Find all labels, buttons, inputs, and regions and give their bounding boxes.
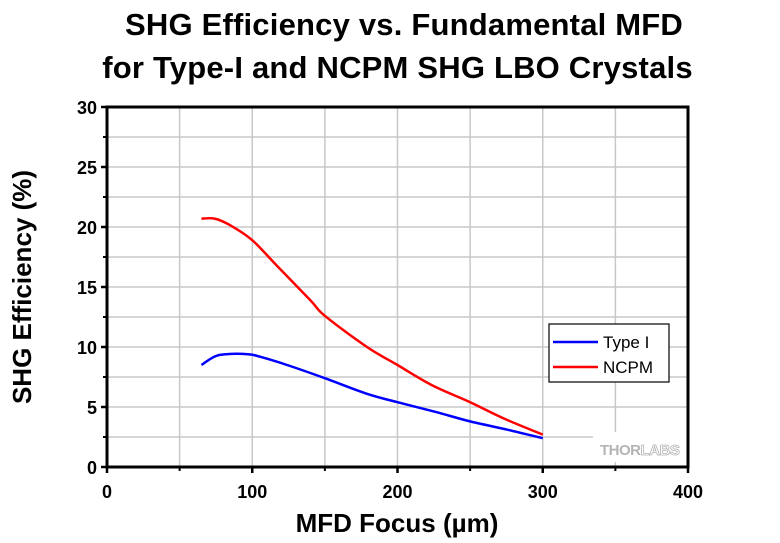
legend-label-ncpm: NCPM <box>603 358 653 377</box>
legend: Type I NCPM <box>548 323 670 383</box>
y-tick-label: 30 <box>77 98 97 118</box>
series-line-ncpm <box>201 216 544 436</box>
thorlabs-watermark: THORLABS <box>593 432 687 462</box>
watermark-background <box>593 432 687 462</box>
watermark-outline-text: LABS <box>641 442 680 459</box>
series-line-type-i <box>200 352 544 440</box>
tick-labels: 0 100 200 300 400 0 5 10 15 20 25 30 <box>77 98 703 502</box>
y-tick-label: 5 <box>87 398 97 418</box>
watermark-solid-text: THOR <box>600 442 641 459</box>
y-tick-label: 20 <box>77 218 97 238</box>
x-tick-label: 300 <box>528 482 558 502</box>
x-tick-label: 200 <box>382 482 412 502</box>
y-tick-label: 10 <box>77 338 97 358</box>
axis-ticks <box>101 105 690 473</box>
legend-label-type-i: Type I <box>603 333 649 352</box>
x-tick-label: 400 <box>673 482 703 502</box>
svg-text:THORLABS: THORLABS <box>600 442 680 459</box>
x-tick-label: 0 <box>102 482 112 502</box>
y-tick-label: 15 <box>77 278 97 298</box>
grid <box>107 107 688 467</box>
x-axis-title: MFD Focus (µm) <box>296 508 499 538</box>
y-tick-label: 0 <box>87 458 97 478</box>
legend-box <box>548 323 670 383</box>
y-tick-label: 25 <box>77 158 97 178</box>
series-group <box>200 216 544 440</box>
y-axis-title: SHG Efficiency (%) <box>7 170 37 404</box>
chart-title: SHG Efficiency vs. Fundamental MFD <box>124 7 684 42</box>
x-tick-label: 100 <box>237 482 267 502</box>
chart-subtitle: for Type-I and NCPM SHG LBO Crystals <box>102 50 693 85</box>
